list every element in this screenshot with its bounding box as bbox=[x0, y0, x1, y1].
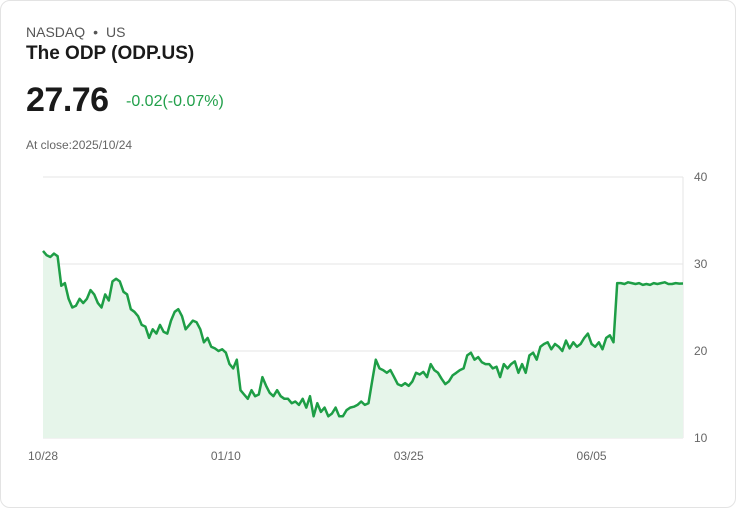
x-tick-label: 03/25 bbox=[394, 449, 424, 463]
stock-title: The ODP (ODP.US) bbox=[26, 43, 195, 64]
x-tick-label: 10/28 bbox=[28, 449, 58, 463]
exchange-line: NASDAQ • US bbox=[26, 24, 125, 40]
y-tick-label: 30 bbox=[694, 257, 708, 271]
exchange-name: NASDAQ bbox=[26, 24, 86, 40]
y-tick-label: 40 bbox=[694, 170, 708, 184]
x-tick-label: 01/10 bbox=[211, 449, 241, 463]
x-tick-label: 06/05 bbox=[577, 449, 607, 463]
stock-price: 27.76 bbox=[26, 81, 109, 119]
y-axis-ticks: 10 20 30 40 bbox=[694, 170, 708, 445]
y-tick-label: 20 bbox=[694, 344, 708, 358]
country-code: US bbox=[106, 24, 126, 40]
price-change: -0.02(-0.07%) bbox=[126, 93, 224, 110]
price-area-fill bbox=[43, 250, 683, 438]
price-line bbox=[42, 250, 684, 418]
close-date: At close:2025/10/24 bbox=[26, 138, 133, 152]
separator-dot: • bbox=[93, 24, 99, 40]
y-tick-label: 10 bbox=[694, 431, 708, 445]
